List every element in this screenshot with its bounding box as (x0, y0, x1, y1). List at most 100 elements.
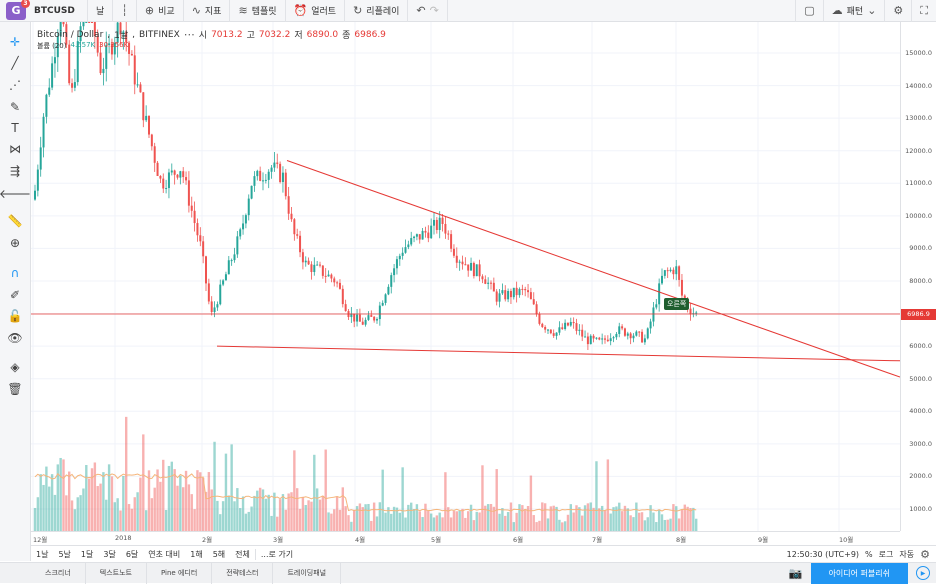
candle-body (666, 270, 669, 272)
app-logo[interactable]: G 3 (6, 0, 30, 20)
close-value: 6986.9 (354, 29, 386, 40)
arrow-left-icon[interactable]: 🡐 (0, 186, 32, 201)
publish-idea-button[interactable]: 아이디어 퍼블리쉬 (810, 562, 908, 584)
play-icon[interactable]: ▶ (916, 566, 930, 580)
camera-icon[interactable]: 📷 (788, 566, 803, 580)
eye-icon[interactable]: 👁 (7, 331, 23, 345)
indicators-button[interactable]: ∿ 지표 (184, 0, 231, 22)
candle-body (110, 43, 113, 55)
settings-button[interactable]: ⚙ (885, 0, 913, 22)
candle-body (316, 264, 319, 266)
gear-icon[interactable]: ⚙ (920, 547, 930, 561)
volume-bar (475, 511, 478, 531)
lock-drawing-icon[interactable]: ✐ (9, 288, 21, 302)
price-axis[interactable]: 15000.0 14000.0 13000.0 12000.0 11000.0 10000… (900, 22, 936, 531)
redo-icon[interactable]: ↷ (429, 4, 439, 17)
volume-bar (173, 469, 176, 531)
volume-bar (629, 515, 632, 531)
volume-bar (683, 504, 686, 531)
goto-date[interactable]: ...로 가기 (254, 548, 298, 560)
volume-bar (327, 512, 330, 531)
volume-bar (250, 506, 253, 531)
tab-text-notes[interactable]: 텍스트노트 (86, 562, 147, 584)
brush-icon[interactable]: ✎ (9, 100, 21, 114)
candle-body (390, 275, 393, 287)
volume-bar (481, 465, 484, 531)
indicators-label: 지표 (204, 7, 222, 17)
volume-bar (50, 474, 54, 531)
volume-bar (344, 506, 347, 531)
lock-icon[interactable]: 🔓 (7, 309, 23, 323)
prediction-icon[interactable]: ⇶ (9, 164, 21, 178)
range-5d[interactable]: 5날 (58, 549, 71, 559)
alerts-button[interactable]: ⏰ 얼러트 (286, 0, 346, 22)
symbol-search[interactable]: BTCUSD (26, 0, 88, 22)
candle-body (669, 269, 672, 272)
price-chart[interactable] (31, 3, 901, 531)
trash-icon[interactable]: 🗑 (7, 382, 23, 396)
crosshair-icon[interactable]: ✛ (9, 35, 21, 49)
candle-body (549, 329, 552, 334)
volume-bar (643, 520, 647, 531)
compare-button[interactable]: ⊕ 비교 (137, 0, 184, 22)
tab-trading-panel[interactable]: 트레이딩패널 (273, 562, 342, 584)
layout-button[interactable]: ▢ (795, 0, 824, 22)
range-ytd[interactable]: 연초 대비 (148, 549, 181, 559)
volume-bar (467, 511, 470, 531)
candle-body (609, 338, 612, 342)
range-3m[interactable]: 3달 (103, 549, 116, 559)
price-tick: 9000.0 (909, 244, 932, 253)
volume-bar (187, 484, 191, 531)
pattern-tool-icon[interactable]: ⋈ (9, 142, 21, 156)
volume-bar (660, 514, 664, 531)
volume-bar (278, 499, 282, 531)
fib-icon[interactable]: ⋰ (9, 78, 21, 92)
volume-bar (378, 502, 382, 531)
volume-bar (635, 502, 638, 531)
candle-body (461, 261, 464, 265)
pattern-button[interactable]: ☁ 패턴 ⌄ (824, 0, 886, 22)
tab-screener[interactable]: 스크리너 (31, 562, 86, 584)
range-1y[interactable]: 1해 (190, 549, 203, 559)
replay-button[interactable]: ↻ 리플레이 (345, 0, 409, 22)
range-6m[interactable]: 6달 (125, 549, 139, 559)
magnet-icon[interactable]: ∩ (10, 266, 20, 280)
auto-toggle[interactable]: 자동 (899, 549, 915, 559)
time-axis[interactable]: 12월 2018 2월 3월 4월 5월 6월 7월 8월 9월 10월 (31, 531, 900, 545)
candle-body (470, 262, 473, 271)
undo-icon[interactable]: ↶ (416, 4, 426, 17)
range-1d[interactable]: 1날 (36, 549, 49, 559)
chart-pane[interactable] (31, 3, 901, 531)
candle-body (515, 287, 518, 296)
candle-body (91, 22, 93, 23)
trendline-icon[interactable]: ╱ (11, 56, 19, 70)
volume-bar (304, 505, 307, 531)
candle-body (210, 301, 213, 313)
volume-bar (675, 506, 678, 531)
candle-body (421, 230, 424, 240)
candle-body (205, 256, 207, 284)
volume-bar (518, 504, 521, 531)
volume-bar (136, 492, 139, 531)
tab-pine-editor[interactable]: Pine 에디터 (147, 562, 213, 584)
price-tick: 2000.0 (909, 472, 932, 481)
ruler-icon[interactable]: 📏 (7, 214, 23, 228)
zoom-in-icon[interactable]: ⊕ (9, 236, 21, 250)
legend-settings-icon[interactable]: ⋯ (183, 28, 195, 41)
templates-button[interactable]: ≋ 템플릿 (230, 0, 286, 22)
interval-button[interactable]: 날 (88, 0, 114, 22)
candle-body (680, 279, 683, 296)
range-all[interactable]: 전체 (235, 549, 250, 559)
text-icon[interactable]: T (11, 121, 19, 135)
fullscreen-button[interactable]: ⛶ (912, 0, 936, 22)
layers-icon[interactable]: ◈ (10, 360, 20, 374)
tab-strategy-tester[interactable]: 전략테스터 (212, 562, 274, 584)
percent-toggle[interactable]: % (865, 549, 873, 559)
volume-bar (33, 507, 37, 531)
volume-bar (313, 454, 316, 531)
log-toggle[interactable]: 로그 (878, 549, 894, 559)
range-5y[interactable]: 5해 (212, 549, 226, 559)
volume-bar (372, 502, 376, 531)
range-1m[interactable]: 1달 (80, 549, 94, 559)
chart-type-button[interactable]: ┆ (113, 0, 137, 22)
